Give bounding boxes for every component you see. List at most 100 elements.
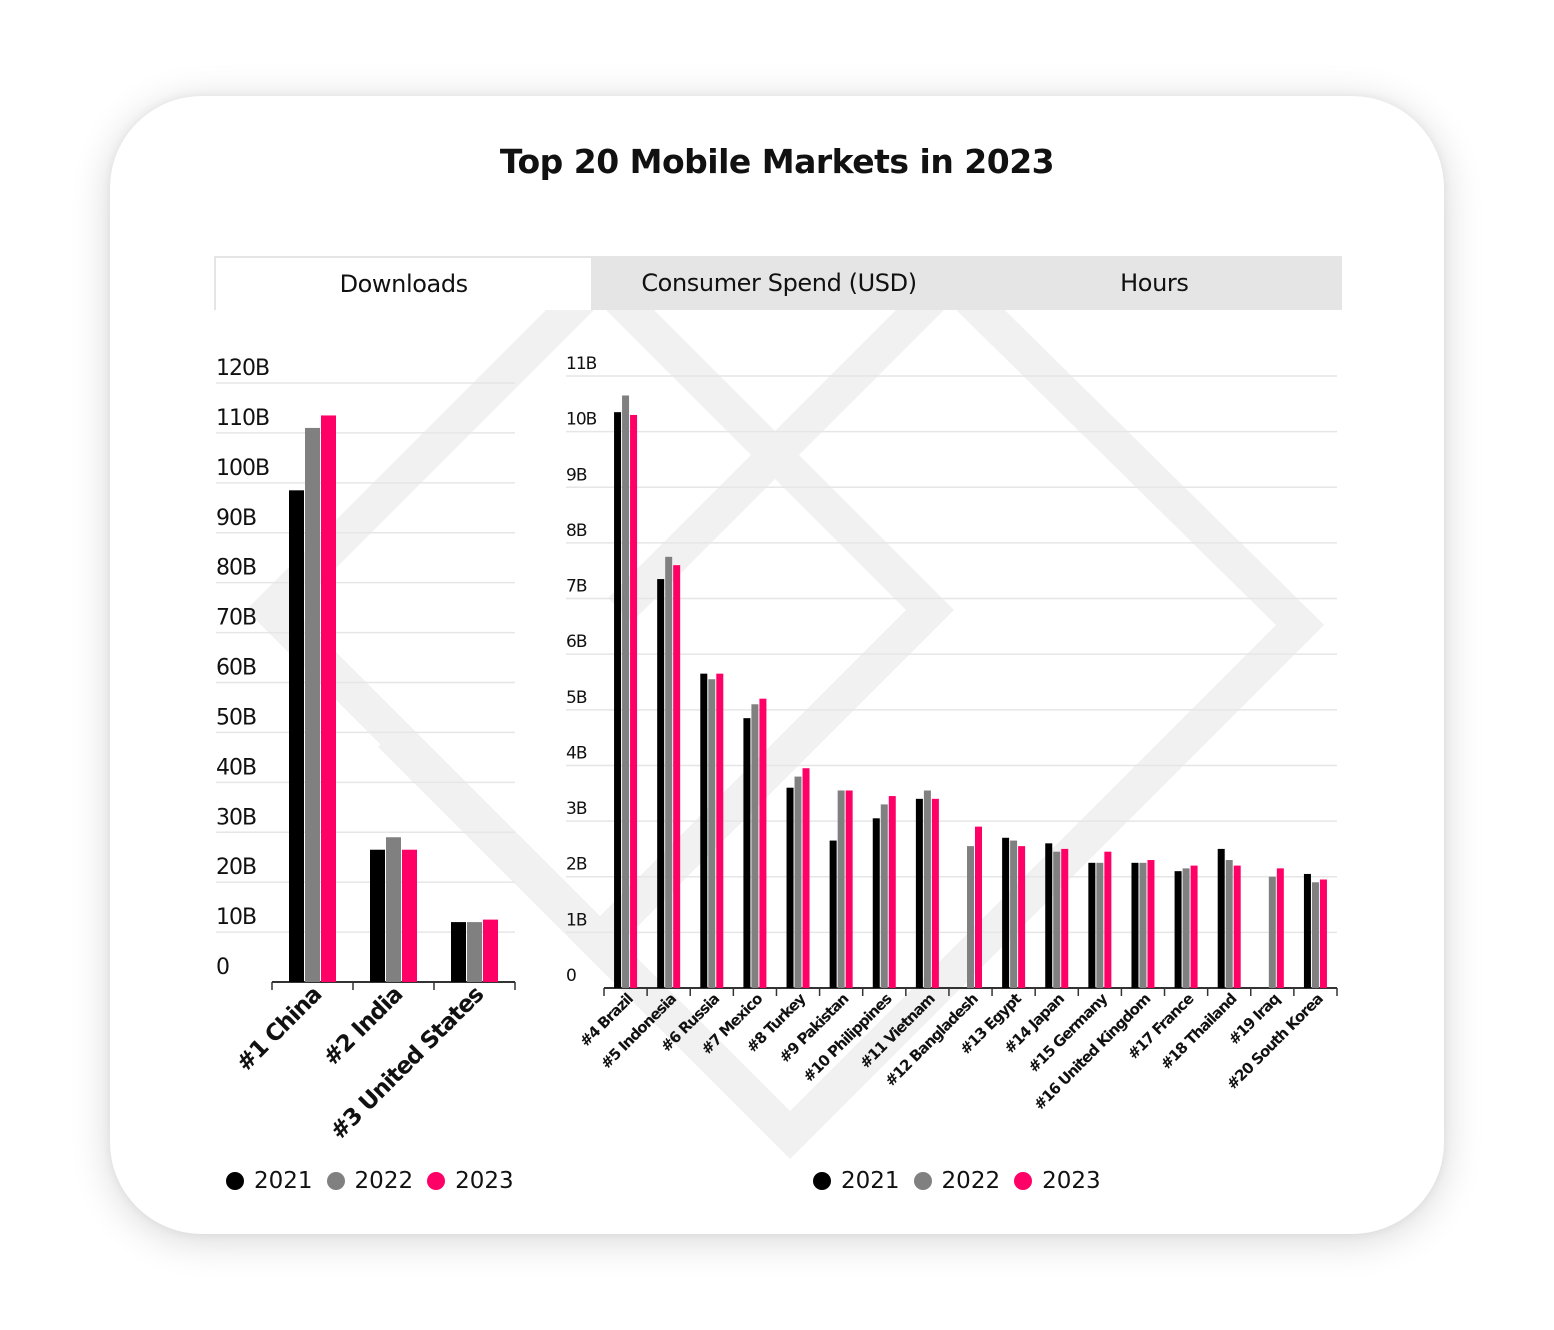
bar-2022	[1053, 851, 1061, 988]
bar-2023	[1233, 865, 1241, 988]
y-tick-label: 8B	[566, 521, 587, 541]
bar-2023	[759, 698, 767, 988]
legend-label: 2021	[254, 1168, 313, 1194]
legend-dot-icon	[326, 1172, 345, 1190]
bar-2023	[845, 790, 853, 988]
y-tick-label: 110B	[216, 406, 269, 431]
legend-dot-icon	[427, 1172, 446, 1190]
legend-label: 2022	[354, 1168, 414, 1194]
metric-tabs: Downloads Consumer Spend (USD) Hours	[214, 256, 1342, 310]
legend-label: 2023	[1042, 1168, 1101, 1194]
legend-dot-icon	[1014, 1172, 1033, 1190]
y-tick-label: 0	[216, 955, 229, 980]
bar-2021	[614, 412, 622, 988]
y-tick-label: 5B	[566, 688, 587, 708]
bar-2023	[716, 673, 724, 988]
bar-2023	[1319, 879, 1327, 988]
bar-2023	[673, 565, 681, 988]
y-tick-label: 120B	[216, 356, 269, 381]
y-tick-label: 90B	[216, 506, 256, 531]
y-tick-label: 0	[566, 966, 576, 986]
bar-2022	[305, 427, 320, 982]
bar-2022	[708, 679, 716, 988]
bar-2021	[915, 798, 923, 988]
bar-2022	[386, 837, 401, 982]
bar-2022	[751, 704, 759, 988]
bar-2023	[888, 796, 896, 988]
bar-2022	[665, 556, 673, 988]
y-tick-label: 11B	[566, 354, 597, 374]
legend-dot-icon	[913, 1172, 932, 1190]
bar-2022	[1096, 862, 1104, 988]
bar-2021	[786, 787, 794, 988]
y-tick-label: 3B	[566, 799, 587, 819]
y-tick-label: 4B	[566, 743, 587, 763]
y-tick-label: 70B	[216, 606, 256, 631]
legend-item-2023: 2023	[1014, 1168, 1101, 1194]
bar-2023	[931, 798, 939, 988]
legend-item-2023: 2023	[427, 1168, 514, 1194]
bar-2023	[1104, 851, 1112, 988]
y-tick-label: 2B	[566, 855, 587, 875]
bar-2023	[1190, 865, 1198, 988]
legend-dot-icon	[226, 1172, 244, 1190]
legend-label: 2023	[455, 1168, 514, 1194]
legend-left: 2021 2022 2023	[226, 1168, 518, 1194]
bar-2023	[975, 826, 982, 988]
bar-2022	[1268, 876, 1276, 988]
bar-2021	[1303, 873, 1311, 988]
y-tick-label: 1B	[566, 910, 587, 930]
legend-label: 2021	[841, 1168, 900, 1194]
bar-2021	[451, 922, 466, 982]
bar-2021	[1002, 837, 1010, 988]
bar-2021	[700, 673, 708, 988]
legend-item-2022: 2022	[326, 1168, 414, 1194]
category-label: #5 Indonesia	[597, 990, 679, 1072]
bar-2022	[837, 790, 845, 988]
tab-consumer-spend[interactable]: Consumer Spend (USD)	[641, 269, 917, 297]
legend-item-2022: 2022	[913, 1168, 1000, 1194]
bar-2023	[483, 919, 498, 982]
y-tick-label: 20B	[216, 855, 256, 880]
bar-2022	[880, 804, 888, 988]
y-tick-label: 100B	[216, 456, 269, 481]
bar-2023	[402, 849, 417, 982]
y-tick-label: 10B	[216, 905, 256, 930]
bar-2021	[289, 490, 304, 982]
bar-2021	[1045, 843, 1053, 988]
bar-2021	[1131, 862, 1139, 988]
bar-2022	[1311, 882, 1319, 988]
bar-2023	[802, 768, 810, 988]
bar-2021	[1217, 848, 1225, 988]
bar-2022	[622, 395, 630, 988]
bar-2021	[657, 579, 665, 988]
bar-2021	[1088, 862, 1096, 988]
y-tick-label: 30B	[216, 805, 256, 830]
bar-2023	[1276, 868, 1284, 988]
bar-2022	[967, 846, 974, 988]
bar-2022	[923, 790, 931, 988]
tab-hours[interactable]: Hours	[1120, 269, 1189, 297]
y-tick-label: 9B	[566, 465, 587, 485]
bar-2023	[1147, 860, 1155, 988]
y-tick-label: 10B	[566, 410, 597, 430]
bar-2023	[630, 414, 638, 989]
bar-2021	[872, 818, 880, 988]
legend-right: 2021 2022 2023	[813, 1168, 1105, 1194]
bar-2022	[467, 922, 482, 982]
legend-item-2021: 2021	[226, 1168, 313, 1194]
bar-2023	[1018, 846, 1026, 988]
y-tick-label: 40B	[216, 755, 256, 780]
y-tick-label: 7B	[566, 577, 587, 597]
tab-downloads[interactable]: Downloads	[214, 256, 592, 310]
bar-2023	[321, 415, 336, 983]
bar-2021	[370, 849, 385, 982]
bar-2022	[1182, 868, 1190, 988]
category-label: #11 Vietnam	[856, 990, 938, 1072]
bar-2022	[794, 776, 802, 988]
page-title: Top 20 Mobile Markets in 2023	[499, 142, 1055, 181]
bar-2021	[1174, 871, 1182, 988]
y-tick-label: 6B	[566, 632, 587, 652]
